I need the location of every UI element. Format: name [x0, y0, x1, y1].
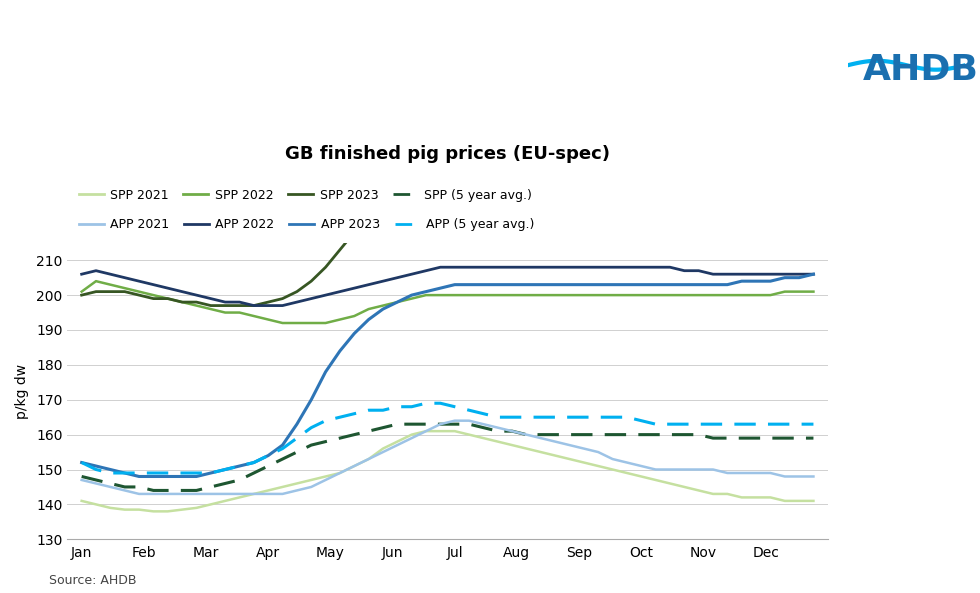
Y-axis label: p/kg dw: p/kg dw	[15, 364, 29, 419]
Title: GB finished pig prices (EU-spec): GB finished pig prices (EU-spec)	[285, 145, 611, 164]
Text: Source: AHDB: Source: AHDB	[49, 574, 136, 587]
Text: AHDB: AHDB	[862, 53, 978, 87]
Legend: APP 2021, APP 2022, APP 2023, APP (5 year avg.): APP 2021, APP 2022, APP 2023, APP (5 yea…	[74, 213, 539, 237]
